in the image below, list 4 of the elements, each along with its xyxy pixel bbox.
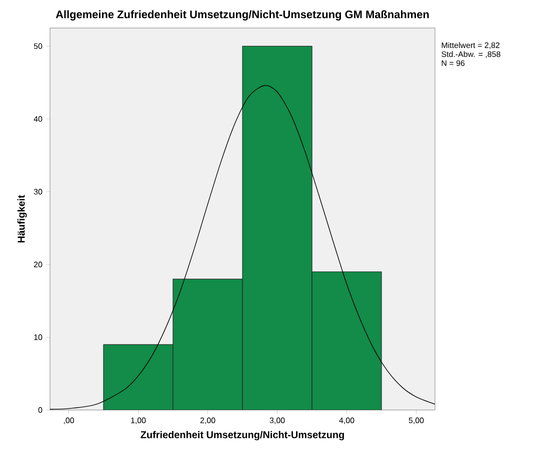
y-axis-title: Häufigkeit <box>17 195 27 242</box>
x-axis-title: Zufriedenheit Umsetzung/Nicht-Umsetzung <box>140 430 344 440</box>
line-series <box>50 85 436 410</box>
chart-title: Allgemeine Zufriedenheit Umsetzung/Nicht-Umsetzung GM Maßnahmen <box>56 10 429 21</box>
